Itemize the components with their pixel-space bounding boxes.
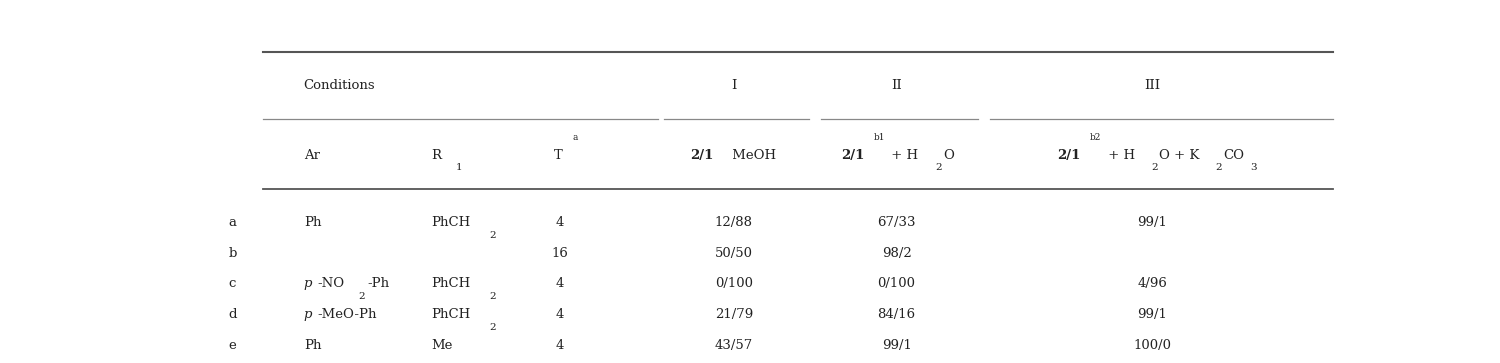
Text: MeOH: MeOH xyxy=(728,149,776,162)
Text: p: p xyxy=(303,308,312,321)
Text: 100/0: 100/0 xyxy=(1134,339,1172,352)
Text: 2: 2 xyxy=(934,163,942,172)
Text: b: b xyxy=(228,247,237,260)
Text: 99/1: 99/1 xyxy=(1137,216,1167,229)
Text: 1: 1 xyxy=(456,163,462,172)
Text: e: e xyxy=(228,339,236,352)
Text: 0/100: 0/100 xyxy=(716,277,753,290)
Text: 4: 4 xyxy=(555,339,564,352)
Text: 2/1: 2/1 xyxy=(842,149,864,162)
Text: 2: 2 xyxy=(489,231,496,240)
Text: Me: Me xyxy=(432,339,453,352)
Text: 50/50: 50/50 xyxy=(716,247,753,260)
Text: 2: 2 xyxy=(358,292,364,301)
Text: I: I xyxy=(730,79,736,92)
Text: Ph: Ph xyxy=(303,339,321,352)
Text: 21/79: 21/79 xyxy=(714,308,753,321)
Text: -Ph: -Ph xyxy=(368,277,390,290)
Text: II: II xyxy=(891,79,902,92)
Text: + H: + H xyxy=(1104,149,1134,162)
Text: 0/100: 0/100 xyxy=(878,277,915,290)
Text: PhCH: PhCH xyxy=(432,308,471,321)
Text: Ar: Ar xyxy=(303,149,320,162)
Text: O: O xyxy=(944,149,954,162)
Text: 12/88: 12/88 xyxy=(716,216,753,229)
Text: b2: b2 xyxy=(1089,133,1101,142)
Text: 4: 4 xyxy=(555,308,564,321)
Text: -MeO-Ph: -MeO-Ph xyxy=(318,308,376,321)
Text: 4: 4 xyxy=(555,216,564,229)
Text: Ph: Ph xyxy=(303,216,321,229)
Text: Conditions: Conditions xyxy=(303,79,375,92)
Text: 2: 2 xyxy=(489,292,496,301)
Text: 84/16: 84/16 xyxy=(878,308,915,321)
Text: PhCH: PhCH xyxy=(432,216,471,229)
Text: III: III xyxy=(1144,79,1161,92)
Text: d: d xyxy=(228,308,237,321)
Text: CO: CO xyxy=(1224,149,1245,162)
Text: 4: 4 xyxy=(555,277,564,290)
Text: a: a xyxy=(573,133,578,142)
Text: 16: 16 xyxy=(550,247,568,260)
Text: 67/33: 67/33 xyxy=(878,216,916,229)
Text: a: a xyxy=(228,216,236,229)
Text: T: T xyxy=(554,149,562,162)
Text: 2: 2 xyxy=(1215,163,1222,172)
Text: b1: b1 xyxy=(873,133,885,142)
Text: 98/2: 98/2 xyxy=(882,247,912,260)
Text: -NO: -NO xyxy=(318,277,345,290)
Text: 2: 2 xyxy=(489,323,496,332)
Text: c: c xyxy=(228,277,236,290)
Text: 2: 2 xyxy=(1150,163,1158,172)
Text: PhCH: PhCH xyxy=(432,277,471,290)
Text: 43/57: 43/57 xyxy=(714,339,753,352)
Text: p: p xyxy=(303,277,312,290)
Text: O + K: O + K xyxy=(1160,149,1200,162)
Text: 4/96: 4/96 xyxy=(1137,277,1167,290)
Text: R: R xyxy=(432,149,441,162)
Text: + H: + H xyxy=(888,149,918,162)
Text: 99/1: 99/1 xyxy=(1137,308,1167,321)
Text: 2/1: 2/1 xyxy=(690,149,712,162)
Text: 3: 3 xyxy=(1250,163,1257,172)
Text: 2/1: 2/1 xyxy=(1058,149,1080,162)
Text: 99/1: 99/1 xyxy=(882,339,912,352)
